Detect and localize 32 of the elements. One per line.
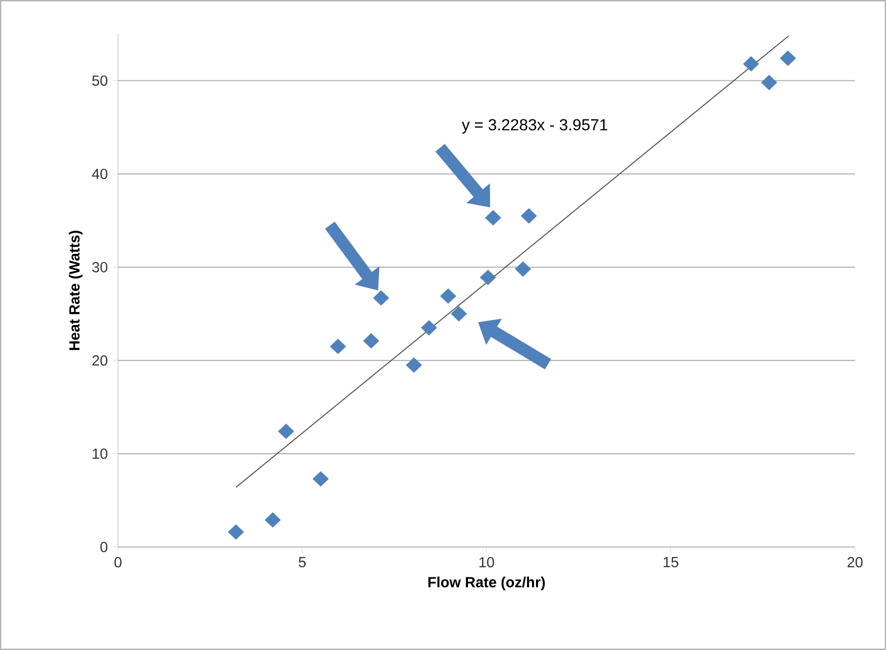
point (780, 50, 796, 66)
x-axis-title: Flow Rate (oz/hr) (428, 576, 545, 590)
x-tick-label: 15 (664, 557, 678, 568)
point (278, 424, 294, 439)
point (312, 471, 329, 486)
point (743, 56, 760, 72)
y-tick-label: 50 (92, 75, 108, 86)
point (450, 306, 467, 322)
x-tick-label: 5 (298, 557, 306, 568)
point (485, 210, 502, 226)
point (330, 338, 346, 354)
point (440, 288, 456, 304)
point (373, 290, 390, 306)
y-tick-label: 20 (92, 355, 108, 366)
point (228, 524, 244, 540)
point (480, 270, 496, 286)
y-tick-label: 0 (100, 542, 108, 552)
point (363, 333, 380, 348)
x-tick-label: 10 (479, 557, 494, 568)
point (761, 74, 778, 90)
y-tick-label: 30 (92, 262, 108, 272)
point (520, 208, 537, 224)
y-axis-title: Heat Rate (Watts) (68, 230, 82, 350)
x-tick-label: 20 (848, 557, 863, 568)
point (264, 512, 281, 528)
y-tick-label: 40 (92, 168, 108, 180)
point (515, 261, 531, 277)
y-tick-label: 10 (92, 448, 108, 459)
point (421, 320, 437, 336)
point (406, 358, 422, 373)
x-tick-label: 0 (114, 557, 122, 568)
annotation: y = 3.2283x - 3.9571 (462, 119, 608, 134)
